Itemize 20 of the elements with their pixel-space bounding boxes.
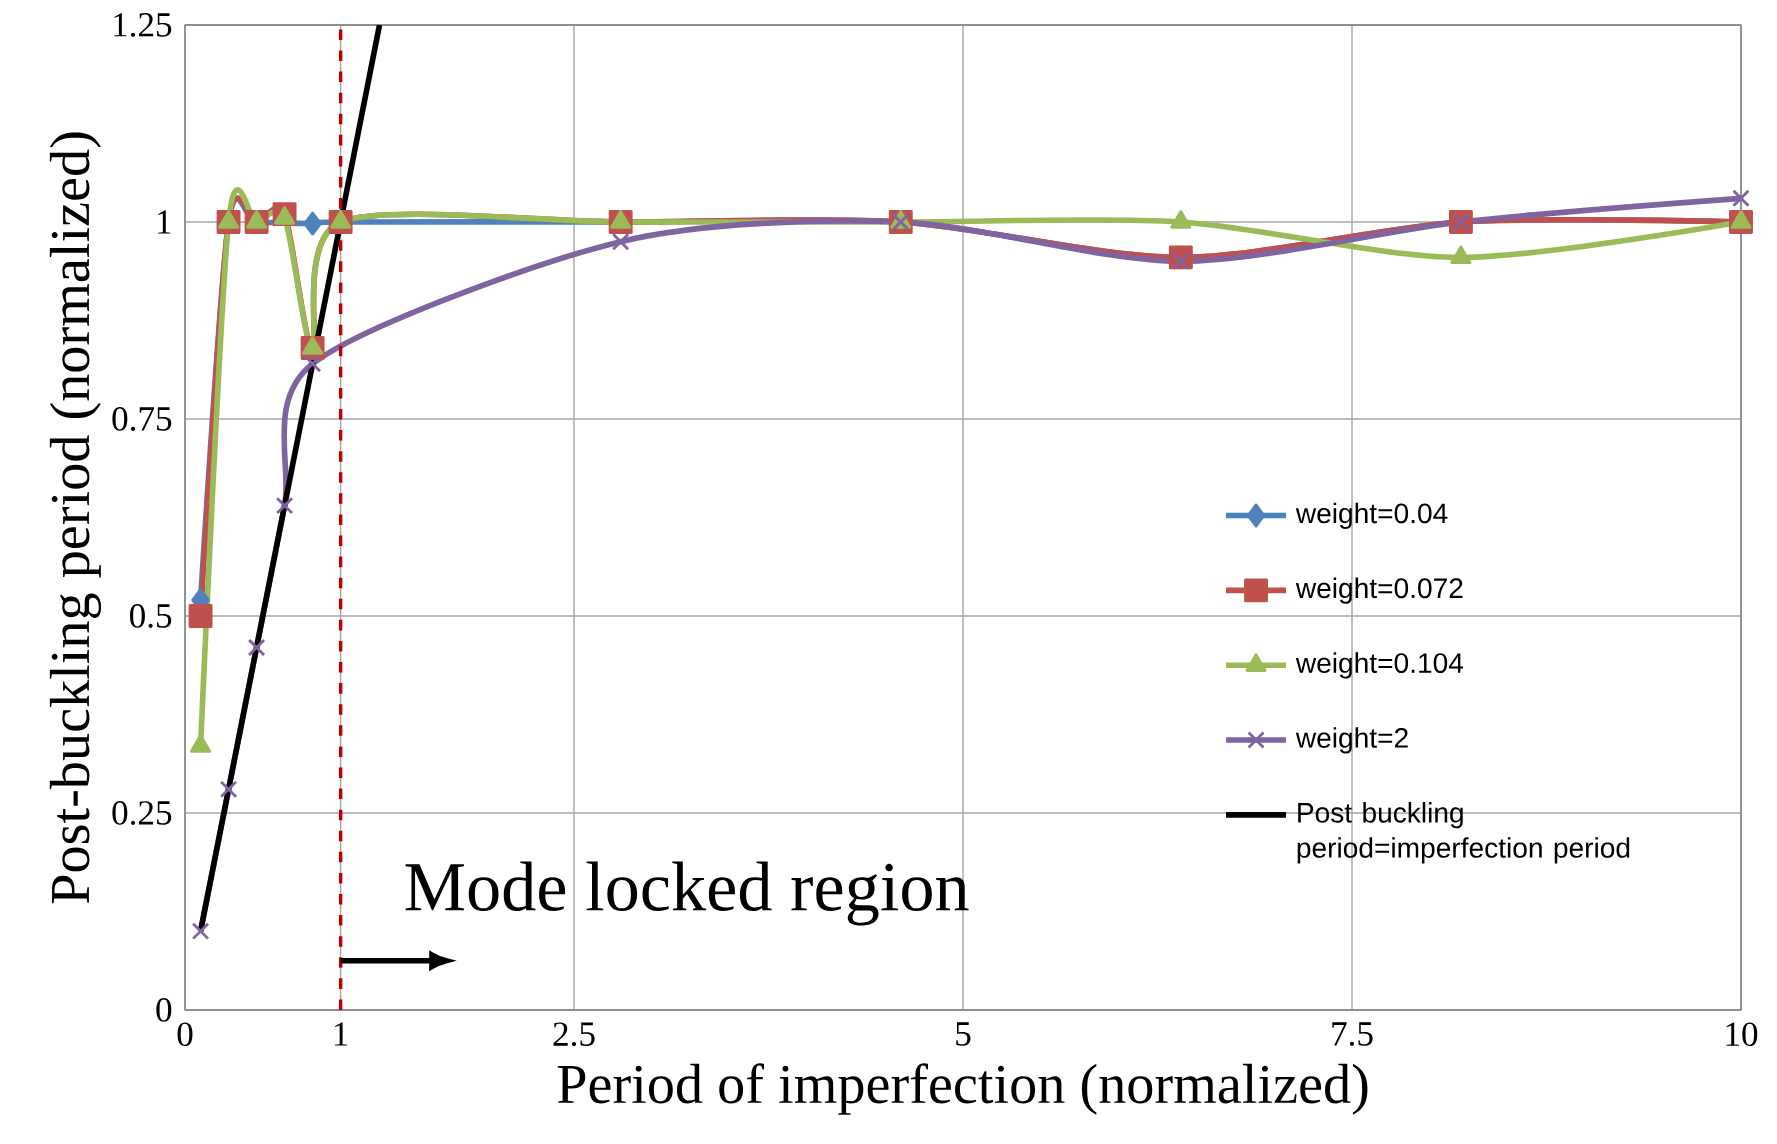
x-tick-label: 2.5 bbox=[553, 1022, 595, 1047]
y-tick-label: 0.75 bbox=[112, 407, 172, 431]
x-tick-label: 7.5 bbox=[1332, 1022, 1373, 1046]
x-tick-label: 5 bbox=[956, 1022, 971, 1046]
x-axis-title: Period of imperfection (normalized) bbox=[557, 1063, 1368, 1115]
legend-label: Post buckling period=imperfection period bbox=[1297, 802, 1630, 864]
x-tick-label: 1 bbox=[334, 1022, 348, 1046]
y-tick-label: 1 bbox=[158, 210, 171, 234]
annotation: Mode locked region bbox=[405, 861, 969, 926]
y-axis-title: Post-buckling period (normalized) bbox=[49, 132, 101, 904]
legend-label: weight=0.104 bbox=[1295, 652, 1464, 679]
legend-label: weight=0.072 bbox=[1295, 577, 1463, 604]
y-tick-label: 1.25 bbox=[114, 13, 172, 37]
legend-label: weight=2 bbox=[1295, 727, 1408, 754]
y-tick-label: 0 bbox=[156, 998, 172, 1022]
y-tick-label: 0.25 bbox=[112, 801, 172, 825]
legend-label: weight=0.04 bbox=[1295, 502, 1448, 529]
x-tick-label: 10 bbox=[1726, 1022, 1758, 1047]
x-tick-label: 0 bbox=[177, 1022, 193, 1047]
y-tick-label: 0.5 bbox=[129, 604, 172, 628]
